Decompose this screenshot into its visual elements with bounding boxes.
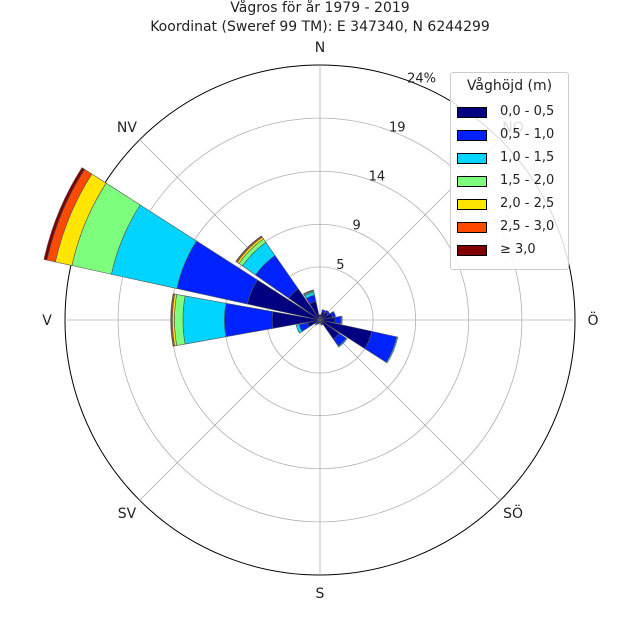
legend-label: 2,5 - 3,0 <box>500 219 555 234</box>
legend-swatch <box>457 245 487 256</box>
compass-label-S: S <box>316 586 325 602</box>
rose-segment-SSO-1 <box>320 323 324 326</box>
compass-label-NV: NV <box>117 120 137 136</box>
chart-subtitle: Koordinat (Sweref 99 TM): E 347340, N 62… <box>150 19 490 35</box>
rose-segment-NV-6 <box>235 235 263 263</box>
angular-gridline <box>319 319 501 501</box>
compass-label-Ö: Ö <box>587 311 598 329</box>
legend-swatch <box>457 107 487 118</box>
legend-label: 0,5 - 1,0 <box>500 127 555 142</box>
rose-segment-VNV-6 <box>43 167 86 261</box>
rose-segment-SV-2 <box>314 322 318 326</box>
compass-label-SV: SV <box>118 506 137 522</box>
compass-label-V: V <box>42 313 52 329</box>
legend-label: 2,0 - 2,5 <box>500 196 555 211</box>
legend-swatch <box>457 199 487 210</box>
rose-segment-SÖ-2 <box>337 337 348 348</box>
legend-label: 1,5 - 2,0 <box>500 173 555 188</box>
legend-label: 1,0 - 1,5 <box>500 150 555 165</box>
compass-label-N: N <box>315 40 325 56</box>
rose-segment-OSO-2 <box>385 336 399 364</box>
legend-swatch <box>457 153 487 164</box>
rose-segment-OSO-0 <box>319 319 373 350</box>
legend-label: ≥ 3,0 <box>500 242 536 257</box>
rose-segment-NNO-1 <box>321 309 327 314</box>
legend: Våghöjd (m) 0,0 - 0,5 0,5 - 1,0 1,0 - 1,5 1… <box>450 72 569 270</box>
rose-segment-ONO-1 <box>330 310 336 318</box>
rose-segment-VSV-2 <box>295 324 303 334</box>
legend-swatch <box>457 222 487 233</box>
rose-segment-NNV-5 <box>302 289 314 295</box>
chart-title: Vågros för år 1979 - 2019 <box>230 0 410 16</box>
legend-title: Våghöjd (m) <box>466 78 553 94</box>
rose-segment-Ö-1 <box>334 315 342 325</box>
radial-tick-label: 24% <box>407 71 436 86</box>
angular-gridline <box>139 319 321 501</box>
rose-segment-Ö-2 <box>340 315 343 325</box>
compass-label-SÖ: SÖ <box>503 504 523 522</box>
radial-tick-label: 14 <box>369 170 386 185</box>
rose-segment-NO-1 <box>325 309 331 315</box>
radial-tick-label: 19 <box>389 120 406 135</box>
legend-swatch <box>457 176 487 187</box>
legend-label: 0,0 - 0,5 <box>500 104 555 119</box>
radial-tick-label: 9 <box>352 219 360 234</box>
rose-segment-V-6 <box>170 293 174 347</box>
radial-tick-label: 5 <box>336 258 344 273</box>
rose-segment-V-2 <box>182 295 227 345</box>
legend-swatch <box>457 130 487 141</box>
